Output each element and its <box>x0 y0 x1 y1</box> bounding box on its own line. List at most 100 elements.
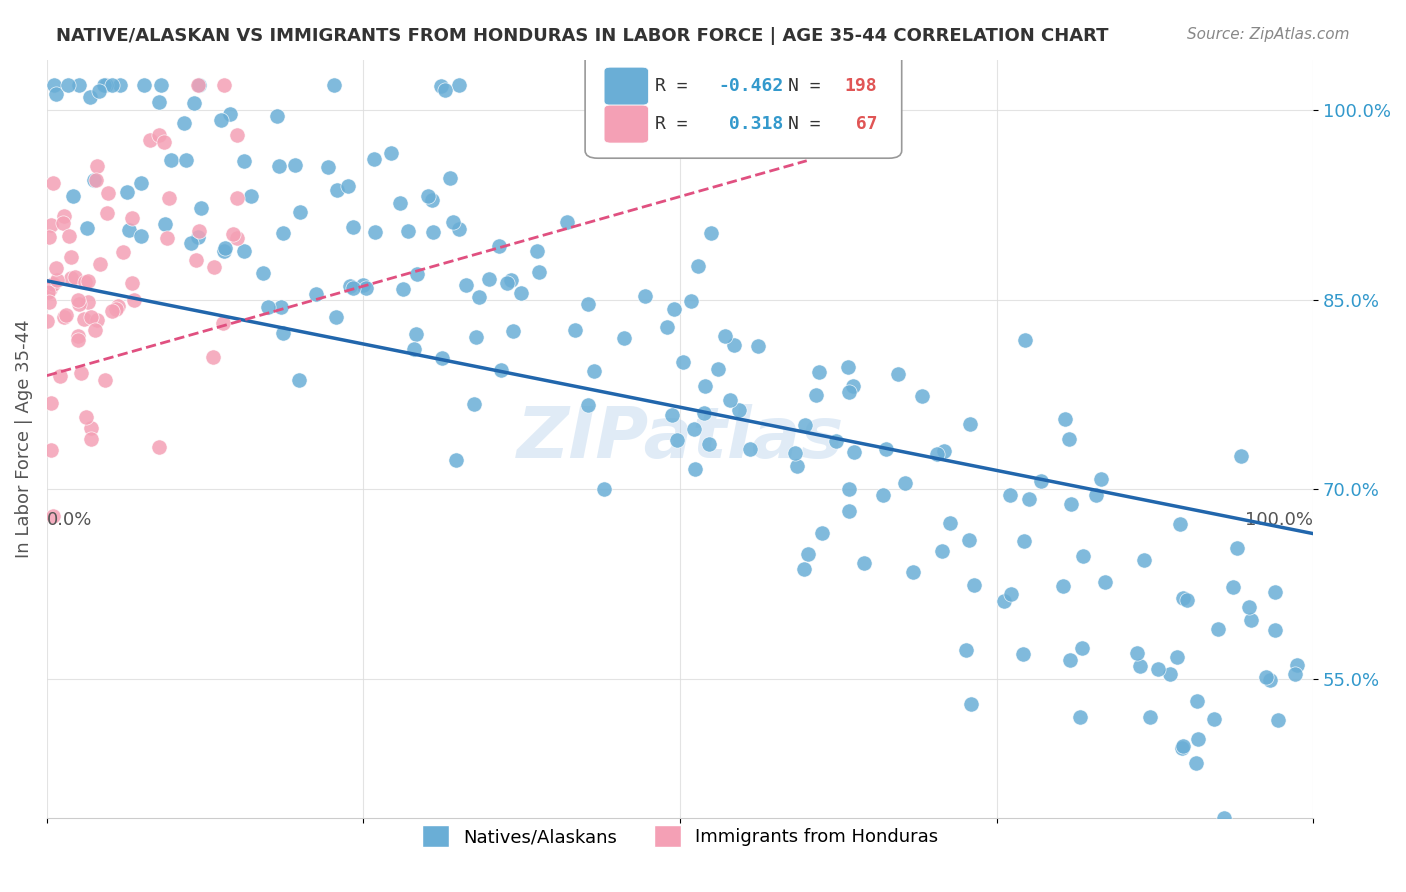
Point <box>134 78 156 92</box>
Point <box>1014 333 1036 347</box>
Point <box>661 408 683 422</box>
Point <box>1175 593 1198 607</box>
Point <box>76 220 98 235</box>
Point <box>354 280 377 294</box>
Point <box>94 373 117 387</box>
Point <box>1018 491 1040 506</box>
Point <box>927 447 949 461</box>
Point <box>555 215 578 229</box>
Point <box>700 226 723 240</box>
Point <box>489 363 512 377</box>
Point <box>1012 647 1035 661</box>
Point <box>42 508 65 523</box>
Point <box>38 282 60 296</box>
Point <box>1090 471 1112 485</box>
Text: N =: N = <box>787 77 831 95</box>
Point <box>405 267 427 281</box>
Point <box>510 285 533 300</box>
Point <box>94 78 117 92</box>
Point <box>66 328 89 343</box>
Point <box>219 107 242 121</box>
Point <box>73 275 96 289</box>
Point <box>993 594 1015 608</box>
Point <box>287 373 309 387</box>
Point <box>48 369 70 384</box>
Point <box>1129 658 1152 673</box>
Point <box>1070 640 1092 655</box>
Point <box>209 113 232 128</box>
Point <box>1059 432 1081 446</box>
Point <box>1185 756 1208 770</box>
Point <box>887 368 910 382</box>
Point <box>322 78 344 92</box>
Point <box>1254 670 1277 684</box>
Point <box>84 322 107 336</box>
Point <box>214 241 236 255</box>
Point <box>1000 587 1022 601</box>
Point <box>62 188 84 202</box>
Point <box>342 281 364 295</box>
Point <box>325 310 347 325</box>
Point <box>576 398 599 412</box>
Point <box>240 188 263 202</box>
Point <box>83 173 105 187</box>
Point <box>225 231 247 245</box>
Point <box>86 313 108 327</box>
Point <box>1226 541 1249 555</box>
Point <box>80 310 103 325</box>
Point <box>187 78 209 92</box>
Point <box>79 90 101 104</box>
Point <box>785 446 807 460</box>
Point <box>794 418 817 433</box>
Point <box>233 154 256 169</box>
Point <box>67 78 90 92</box>
Point <box>1059 653 1081 667</box>
Point <box>52 216 75 230</box>
Point <box>872 488 894 502</box>
Point <box>212 244 235 258</box>
Point <box>80 432 103 446</box>
Point <box>1222 580 1244 594</box>
FancyBboxPatch shape <box>605 67 648 105</box>
Text: R =: R = <box>655 77 699 95</box>
Point <box>271 226 294 240</box>
Point <box>665 433 688 447</box>
Point <box>1170 741 1192 756</box>
Point <box>391 282 413 296</box>
Point <box>221 227 243 242</box>
Point <box>1285 658 1308 673</box>
Point <box>342 220 364 235</box>
Text: 198: 198 <box>845 77 877 95</box>
Point <box>932 443 955 458</box>
Point <box>844 445 866 459</box>
Point <box>271 326 294 341</box>
Point <box>148 95 170 109</box>
Point <box>59 270 82 285</box>
Point <box>184 253 207 268</box>
Point <box>339 279 361 293</box>
Point <box>58 229 80 244</box>
Point <box>117 185 139 199</box>
Point <box>838 482 860 496</box>
Point <box>1126 646 1149 660</box>
Point <box>634 288 657 302</box>
Point <box>963 578 986 592</box>
Point <box>124 293 146 307</box>
Point <box>138 132 160 146</box>
Point <box>1230 449 1253 463</box>
Point <box>80 421 103 435</box>
Point <box>688 259 710 273</box>
Point <box>284 158 307 172</box>
Point <box>214 78 236 92</box>
Point <box>526 244 548 259</box>
Point <box>1258 673 1281 688</box>
Point <box>1133 552 1156 566</box>
Point <box>121 276 143 290</box>
Point <box>502 324 524 338</box>
Point <box>1059 497 1081 511</box>
Point <box>911 389 934 403</box>
Point <box>45 260 67 275</box>
Point <box>77 295 100 310</box>
Point <box>527 265 550 279</box>
Point <box>463 397 485 411</box>
